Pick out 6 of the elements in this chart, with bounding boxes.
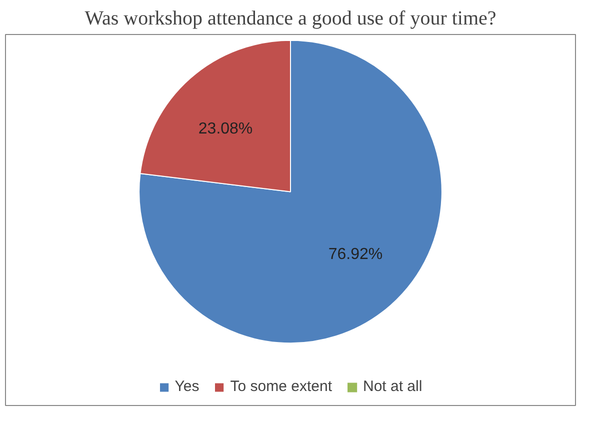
data-label: 23.08% — [198, 120, 253, 138]
data-label: 76.92% — [328, 246, 383, 264]
legend-label: Not at all — [363, 378, 422, 395]
chart-title: Was workshop attendance a good use of your time? — [84, 8, 496, 30]
legend-label: Yes — [174, 378, 200, 395]
legend-label: To some extent — [230, 378, 332, 395]
